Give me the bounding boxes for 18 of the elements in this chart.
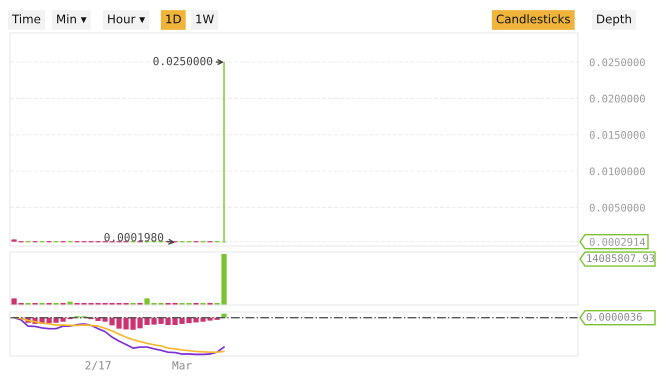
y-tick-label: 0.0250000 [590,58,645,66]
y-tick-label: 0.0002914 [590,238,646,246]
x-tick-label: Mar [172,361,192,370]
y-tick-label: 0.0150000 [590,131,645,139]
y-tick-label: 0.0100000 [590,167,645,176]
x-tick-label: 2/17 [86,361,111,370]
text: Hour ▾ [108,14,146,24]
text: Time [12,14,40,24]
text: Depth [597,14,631,26]
y-tick-label: 0.0200000 [590,94,645,103]
text: Min ▾ [57,14,87,24]
text: 1D [166,14,181,24]
text: Candlesticks [496,14,570,24]
text: 0.0000036 [586,312,642,321]
annotation: 0.0250000 [153,56,212,66]
annotation: 0.0001980 [104,233,164,242]
y-tick-label: 0.0050000 [590,204,645,212]
text: 1W [196,14,214,24]
